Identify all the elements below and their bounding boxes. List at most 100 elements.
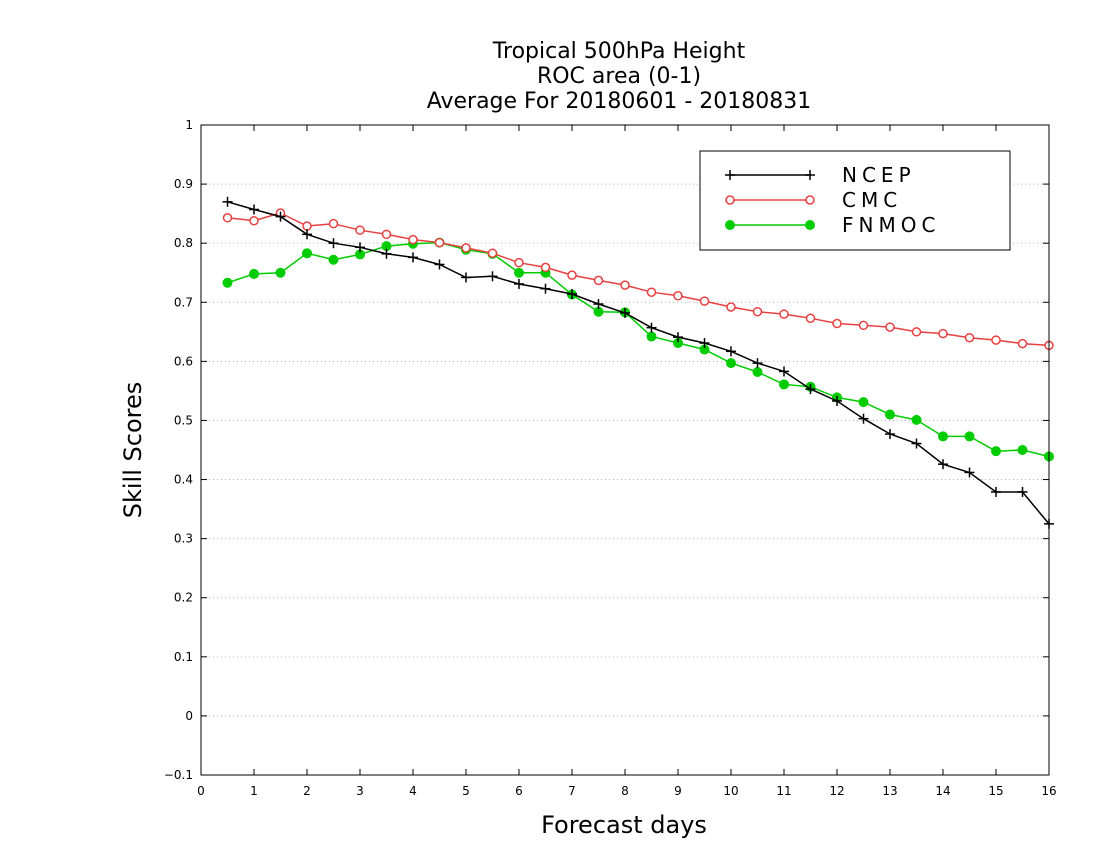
data-point <box>461 243 471 253</box>
data-point <box>805 170 815 180</box>
series-cmc <box>222 208 1054 351</box>
x-tick-label: 10 <box>723 784 738 798</box>
data-point <box>620 280 630 290</box>
data-point <box>593 275 604 286</box>
data-point <box>805 195 815 205</box>
y-tick-label: 0 <box>185 709 193 723</box>
data-point <box>938 459 948 470</box>
title-line-2: ROC area (0-1) <box>537 64 701 89</box>
x-tick-label: 3 <box>356 784 364 798</box>
data-point <box>275 267 286 278</box>
data-point <box>302 229 312 240</box>
data-point <box>991 486 1001 497</box>
legend-item-ncep: NCEP <box>725 163 916 187</box>
data-point <box>249 215 259 226</box>
data-point <box>832 395 842 406</box>
data-point <box>408 234 418 245</box>
data-point <box>699 296 710 306</box>
data-point <box>1017 445 1028 455</box>
data-point <box>646 331 657 342</box>
y-tick-label: 0.9 <box>174 177 193 191</box>
data-point <box>858 413 869 424</box>
data-point <box>487 248 498 258</box>
data-point <box>725 170 735 180</box>
data-point <box>752 367 763 377</box>
data-point <box>1017 338 1028 349</box>
data-point <box>832 318 842 329</box>
data-point <box>938 431 948 442</box>
data-point <box>249 268 259 279</box>
data-point <box>567 270 577 280</box>
data-point <box>540 283 551 294</box>
data-point <box>1017 486 1028 497</box>
data-point <box>779 379 789 390</box>
data-point <box>567 289 577 299</box>
data-point <box>646 287 657 297</box>
data-point <box>805 220 815 230</box>
series-layer <box>222 196 1054 529</box>
data-point <box>726 358 736 369</box>
data-point <box>673 332 683 343</box>
data-point <box>805 313 816 323</box>
data-point <box>911 414 922 425</box>
data-point <box>620 307 630 318</box>
chart-title: Tropical 500hPa Height ROC area (0-1) Av… <box>427 39 812 114</box>
data-point <box>779 366 789 377</box>
data-point <box>408 252 418 263</box>
data-point <box>911 438 922 449</box>
y-tick-label: 0.5 <box>174 413 193 427</box>
data-point <box>487 271 498 282</box>
data-point <box>328 238 339 249</box>
y-tick-label: 0.7 <box>174 295 193 309</box>
y-tick-label: 0.2 <box>174 591 193 605</box>
x-tick-label: 13 <box>882 784 897 798</box>
legend-label: FNMOC <box>842 213 940 237</box>
data-point <box>275 211 286 222</box>
x-tick-label: 7 <box>568 784 576 798</box>
data-point <box>938 328 948 339</box>
data-point <box>911 327 922 337</box>
data-point <box>328 218 339 229</box>
y-tick-label: 0.4 <box>174 473 193 487</box>
x-tick-label: 9 <box>674 784 682 798</box>
x-tick-label: 8 <box>621 784 629 798</box>
data-point <box>752 358 763 369</box>
y-tick-label: 0.3 <box>174 532 193 546</box>
legend-label: CMC <box>842 188 902 212</box>
x-tick-label: 4 <box>409 784 417 798</box>
title-line-1: Tropical 500hPa Height <box>492 39 746 64</box>
data-point <box>514 267 524 278</box>
y-tick-label: 0.1 <box>174 650 193 664</box>
data-point <box>514 278 524 289</box>
x-tick-label: 15 <box>988 784 1003 798</box>
data-point <box>991 446 1001 457</box>
x-tick-label: 2 <box>303 784 311 798</box>
data-point <box>222 213 233 223</box>
y-axis-label: Skill Scores <box>119 382 147 519</box>
data-point <box>779 309 789 319</box>
data-point <box>593 299 604 310</box>
data-point <box>355 225 365 235</box>
data-point <box>514 257 524 268</box>
data-point <box>726 346 736 357</box>
x-tick-label: 14 <box>935 784 950 798</box>
legend-label: NCEP <box>842 163 916 187</box>
y-tick-label: 1 <box>185 118 193 132</box>
data-point <box>885 429 895 440</box>
legend-item-cmc: CMC <box>725 188 902 212</box>
data-point <box>964 467 975 478</box>
data-point <box>646 322 657 333</box>
data-point <box>222 196 233 207</box>
data-point <box>355 242 365 253</box>
x-tick-label: 1 <box>250 784 258 798</box>
data-point <box>434 259 445 270</box>
data-point <box>302 221 312 231</box>
series-line <box>227 201 1050 525</box>
series-fnmoc <box>222 237 1054 462</box>
data-point <box>858 397 869 408</box>
y-tick-label: 0.8 <box>174 236 193 250</box>
x-tick-label: 16 <box>1041 784 1056 798</box>
data-point <box>381 248 392 259</box>
x-tick-label: 6 <box>515 784 523 798</box>
data-point <box>858 320 869 331</box>
